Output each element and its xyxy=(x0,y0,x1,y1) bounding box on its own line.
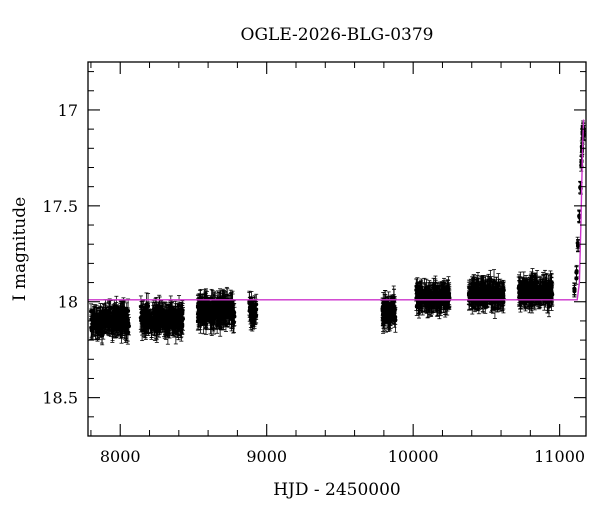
data-point xyxy=(120,318,125,339)
data-point xyxy=(430,285,435,310)
data-point xyxy=(549,280,554,298)
y-tick-label: 18 xyxy=(58,293,78,312)
data-point xyxy=(520,276,525,300)
data-point xyxy=(572,284,577,298)
data-point xyxy=(221,295,226,311)
x-tick-label: 8000 xyxy=(100,447,141,466)
data-point xyxy=(389,298,394,324)
data-point xyxy=(114,308,119,333)
data-point xyxy=(385,305,390,321)
data-point xyxy=(93,313,98,331)
data-point xyxy=(167,308,172,329)
chart-title: OGLE-2026-BLG-0379 xyxy=(241,25,434,45)
data-point xyxy=(104,318,109,334)
data-point xyxy=(543,276,548,302)
plot-frame xyxy=(87,61,587,437)
data-point xyxy=(475,292,480,311)
data-point xyxy=(248,309,253,331)
data-point xyxy=(575,239,580,253)
y-axis-label: I magnitude xyxy=(10,197,30,301)
data-point xyxy=(530,282,535,308)
data-point xyxy=(247,302,252,318)
data-point xyxy=(221,309,226,326)
data-point xyxy=(230,306,235,328)
data-point xyxy=(100,308,105,329)
axis-ticks: 8000 9000 10000 11000 17 17.5 18 18.5 xyxy=(42,62,586,466)
x-axis-label: HJD - 2450000 xyxy=(273,480,401,500)
data-point xyxy=(203,300,208,319)
data-point xyxy=(125,307,130,323)
data-point xyxy=(227,298,232,315)
data-point xyxy=(422,289,427,306)
data-point xyxy=(492,298,497,319)
data-point xyxy=(195,311,200,331)
model-curve xyxy=(88,119,585,301)
data-point xyxy=(149,316,154,340)
data-point xyxy=(103,302,108,328)
data-point xyxy=(165,313,170,337)
y-tick-label: 17.5 xyxy=(42,197,78,216)
data-point xyxy=(536,294,541,310)
y-tick-label: 18.5 xyxy=(42,389,78,408)
data-point xyxy=(210,307,215,324)
data-point xyxy=(142,318,147,339)
data-point xyxy=(419,280,424,298)
data-point xyxy=(118,315,123,339)
data-point xyxy=(501,285,506,310)
data-point xyxy=(162,309,167,329)
data-point xyxy=(180,310,185,327)
x-tick-label: 11000 xyxy=(534,447,585,466)
data-point xyxy=(107,311,112,326)
data-point xyxy=(251,304,256,330)
data-point xyxy=(126,316,131,336)
plot-area xyxy=(88,119,586,346)
data-point xyxy=(492,269,497,294)
data-point xyxy=(157,305,162,321)
data-point xyxy=(145,310,150,333)
data-point xyxy=(111,305,116,327)
data-point xyxy=(426,282,431,300)
data-point xyxy=(173,303,178,329)
data-point xyxy=(525,284,530,302)
data-point xyxy=(534,280,539,302)
data-point xyxy=(151,310,156,326)
data-point xyxy=(175,310,180,331)
data-point xyxy=(414,285,419,311)
x-tick-label: 10000 xyxy=(388,447,439,466)
x-tick-label: 9000 xyxy=(246,447,287,466)
data-point xyxy=(490,292,495,311)
y-tick-label: 17 xyxy=(58,101,78,120)
data-point xyxy=(574,266,579,279)
data-point xyxy=(468,283,473,306)
